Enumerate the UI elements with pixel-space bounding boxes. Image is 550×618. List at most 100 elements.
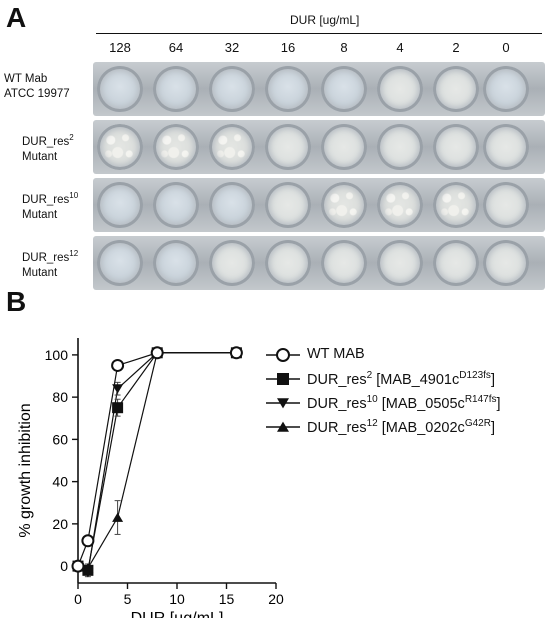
data-point: [277, 421, 289, 432]
y-tick-label: 40: [52, 474, 68, 490]
culture-well: [153, 124, 199, 170]
legend-marker-icon: [266, 348, 300, 362]
data-point: [72, 560, 84, 572]
culture-well: [209, 240, 255, 286]
data-series: [72, 347, 242, 576]
culture-well: [97, 66, 143, 112]
data-series: [71, 346, 243, 573]
concentration-label: 64: [168, 40, 184, 55]
culture-well: [377, 182, 423, 228]
data-point: [82, 564, 94, 576]
y-tick-label: 80: [52, 389, 68, 405]
culture-well: [377, 240, 423, 286]
data-point: [81, 534, 95, 548]
concentration-label: 16: [280, 40, 296, 55]
concentration-label: 8: [340, 40, 348, 55]
legend-item: DUR_res12 [MAB_0202cG42R]: [262, 417, 542, 437]
data-point: [112, 512, 124, 522]
culture-well: [265, 124, 311, 170]
culture-well: [153, 182, 199, 228]
data-point: [82, 568, 94, 578]
concentration-label: 4: [396, 40, 404, 55]
plate-row: [93, 62, 545, 116]
data-point: [276, 348, 290, 362]
culture-well: [209, 182, 255, 228]
series-line: [77, 352, 237, 569]
culture-well: [433, 182, 479, 228]
x-tick-label: 5: [124, 591, 132, 607]
panel-b-letter: B: [6, 286, 27, 317]
concentration-title: DUR [ug/mL]: [290, 13, 360, 27]
y-tick-label: 60: [52, 431, 68, 447]
culture-well: [209, 124, 255, 170]
data-point: [112, 384, 124, 394]
culture-well: [321, 240, 367, 286]
series-line: [77, 352, 237, 567]
culture-well: [483, 182, 529, 228]
legend-marker-icon: [266, 373, 300, 385]
y-tick-label: 0: [60, 558, 68, 574]
data-series: [72, 347, 242, 573]
plate-row: [93, 120, 545, 174]
y-axis-label: % growth inhibition: [17, 403, 34, 537]
culture-well: [153, 66, 199, 112]
culture-well: [321, 124, 367, 170]
legend-label: DUR_res12 [MAB_0202cG42R]: [307, 418, 495, 436]
data-point: [72, 561, 84, 572]
culture-well: [321, 182, 367, 228]
x-tick-label: 15: [219, 591, 235, 607]
y-tick-label: 100: [45, 347, 69, 363]
legend-marker-icon: [266, 398, 300, 409]
plate-row: [93, 236, 545, 290]
data-point: [71, 559, 85, 573]
legend-item: DUR_res10 [MAB_0505cR147fs]: [262, 393, 542, 413]
concentration-label: 128: [109, 40, 131, 55]
data-point: [229, 346, 243, 360]
culture-well: [97, 182, 143, 228]
legend-marker-icon: [266, 421, 300, 432]
concentration-label: 0: [502, 40, 510, 55]
culture-well: [483, 66, 529, 112]
data-point: [230, 347, 242, 358]
series-line: [77, 352, 237, 572]
data-point: [230, 348, 242, 358]
culture-well: [153, 240, 199, 286]
data-series: [72, 348, 242, 578]
legend-item: DUR_res2 [MAB_4901cD123fs]: [262, 369, 542, 389]
data-point: [112, 402, 124, 414]
concentration-label: 32: [224, 40, 240, 55]
x-tick-label: 0: [74, 591, 82, 607]
x-tick-label: 20: [268, 591, 284, 607]
culture-well: [209, 66, 255, 112]
culture-well: [321, 66, 367, 112]
strain-label: WT Mab ATCC 19977: [4, 73, 70, 100]
concentration-rule: [96, 33, 542, 34]
culture-well: [377, 124, 423, 170]
data-point: [111, 358, 125, 372]
x-tick-label: 10: [169, 591, 185, 607]
data-point: [72, 561, 84, 571]
culture-well: [377, 66, 423, 112]
data-point: [150, 346, 164, 360]
legend-label: WT MAB: [307, 346, 365, 362]
strain-label: DUR_res2 Mutant: [22, 133, 74, 163]
legend-label: DUR_res10 [MAB_0505cR147fs]: [307, 394, 501, 412]
data-point: [230, 347, 242, 359]
data-point: [277, 373, 289, 385]
x-axis-label: DUR [µg/mL]: [131, 610, 224, 618]
plate-row: [93, 178, 545, 232]
y-tick-label: 20: [52, 516, 68, 532]
legend-label: DUR_res2 [MAB_4901cD123fs]: [307, 370, 495, 388]
concentration-label: 2: [452, 40, 460, 55]
legend-item: WT MAB: [262, 345, 542, 365]
data-point: [82, 563, 94, 573]
data-point: [151, 347, 163, 359]
culture-well: [97, 240, 143, 286]
culture-well: [265, 240, 311, 286]
culture-well: [265, 182, 311, 228]
panel-a-letter: A: [6, 2, 27, 33]
culture-well: [265, 66, 311, 112]
series-line: [77, 352, 237, 574]
culture-well: [97, 124, 143, 170]
culture-well: [433, 124, 479, 170]
